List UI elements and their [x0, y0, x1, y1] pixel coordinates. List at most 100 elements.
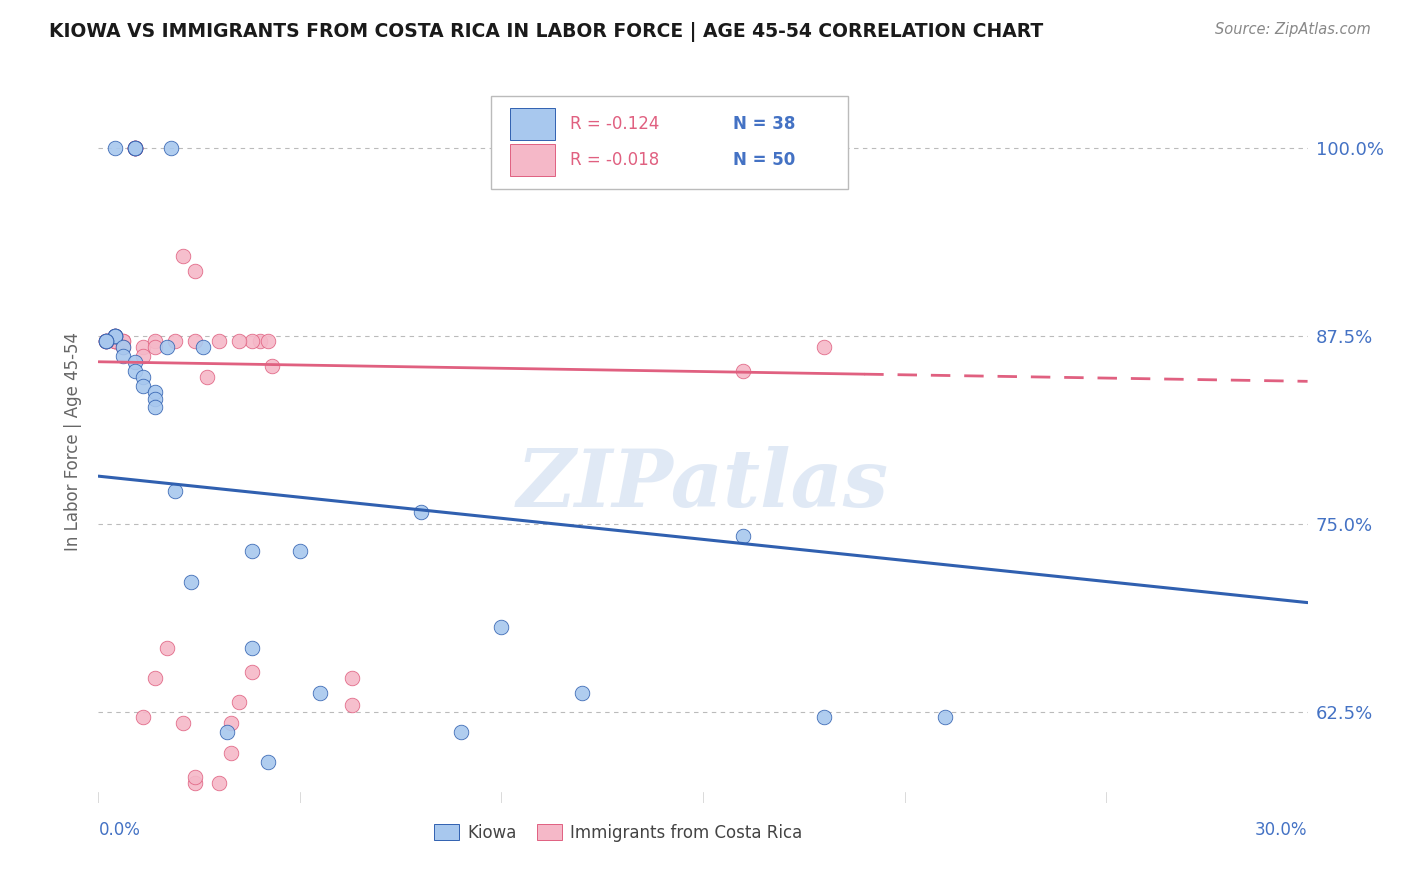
- Point: [124, 141, 146, 155]
- Point: [240, 665, 263, 679]
- Point: [143, 334, 166, 348]
- Point: [342, 671, 364, 685]
- Text: ZIPatlas: ZIPatlas: [517, 446, 889, 524]
- Point: [180, 574, 202, 589]
- Point: [491, 620, 513, 634]
- Point: [143, 392, 166, 407]
- Point: [111, 334, 134, 348]
- Text: N = 38: N = 38: [734, 115, 796, 133]
- Point: [409, 505, 432, 519]
- Point: [103, 334, 125, 348]
- Point: [184, 770, 207, 784]
- Point: [571, 686, 593, 700]
- Point: [342, 698, 364, 712]
- Point: [132, 369, 155, 384]
- Point: [103, 329, 125, 343]
- Point: [96, 334, 118, 348]
- Point: [124, 141, 146, 155]
- Point: [221, 716, 243, 731]
- Point: [256, 755, 278, 769]
- Text: 30.0%: 30.0%: [1256, 821, 1308, 838]
- Point: [240, 544, 263, 558]
- Point: [132, 710, 155, 724]
- Point: [103, 329, 125, 343]
- Text: Source: ZipAtlas.com: Source: ZipAtlas.com: [1215, 22, 1371, 37]
- Point: [124, 141, 146, 155]
- Point: [208, 776, 231, 790]
- Point: [103, 334, 125, 348]
- Point: [96, 334, 118, 348]
- Point: [228, 334, 250, 348]
- Point: [184, 776, 207, 790]
- Point: [103, 329, 125, 343]
- Point: [96, 334, 118, 348]
- Point: [813, 710, 835, 724]
- Point: [309, 686, 332, 700]
- Point: [103, 329, 125, 343]
- Point: [184, 264, 207, 278]
- Text: N = 50: N = 50: [734, 151, 796, 169]
- FancyBboxPatch shape: [492, 96, 848, 189]
- Point: [124, 355, 146, 369]
- Point: [813, 340, 835, 354]
- Point: [184, 334, 207, 348]
- Point: [733, 529, 755, 543]
- Point: [240, 640, 263, 655]
- Point: [124, 364, 146, 378]
- Point: [160, 141, 183, 155]
- Point: [124, 141, 146, 155]
- Point: [132, 349, 155, 363]
- Point: [172, 716, 194, 731]
- Point: [208, 334, 231, 348]
- Point: [249, 334, 271, 348]
- Point: [156, 340, 179, 354]
- Point: [256, 334, 278, 348]
- Point: [260, 359, 283, 374]
- Point: [124, 141, 146, 155]
- Point: [934, 710, 956, 724]
- Text: 0.0%: 0.0%: [98, 821, 141, 838]
- Point: [111, 340, 134, 354]
- Y-axis label: In Labor Force | Age 45-54: In Labor Force | Age 45-54: [65, 332, 83, 551]
- Point: [288, 544, 311, 558]
- Point: [172, 249, 194, 263]
- Point: [103, 329, 125, 343]
- Point: [103, 329, 125, 343]
- Point: [96, 334, 118, 348]
- Text: R = -0.018: R = -0.018: [569, 151, 659, 169]
- Point: [450, 725, 472, 739]
- Point: [143, 671, 166, 685]
- Point: [124, 141, 146, 155]
- Point: [103, 329, 125, 343]
- Point: [111, 340, 134, 354]
- Point: [96, 334, 118, 348]
- Point: [143, 400, 166, 414]
- Point: [217, 725, 239, 739]
- Point: [193, 340, 215, 354]
- Point: [103, 334, 125, 348]
- Point: [96, 334, 118, 348]
- Point: [96, 334, 118, 348]
- Text: R = -0.124: R = -0.124: [569, 115, 659, 133]
- Point: [733, 364, 755, 378]
- Point: [163, 334, 186, 348]
- Point: [195, 369, 218, 384]
- Point: [221, 746, 243, 760]
- Point: [111, 334, 134, 348]
- Point: [240, 334, 263, 348]
- Point: [132, 379, 155, 393]
- Legend: Kiowa, Immigrants from Costa Rica: Kiowa, Immigrants from Costa Rica: [427, 817, 810, 848]
- Point: [103, 334, 125, 348]
- Point: [143, 384, 166, 399]
- Point: [103, 334, 125, 348]
- Point: [163, 484, 186, 499]
- Text: KIOWA VS IMMIGRANTS FROM COSTA RICA IN LABOR FORCE | AGE 45-54 CORRELATION CHART: KIOWA VS IMMIGRANTS FROM COSTA RICA IN L…: [49, 22, 1043, 42]
- Point: [124, 141, 146, 155]
- Point: [132, 340, 155, 354]
- Bar: [509, 108, 555, 139]
- Bar: [509, 144, 555, 176]
- Point: [124, 141, 146, 155]
- Point: [143, 340, 166, 354]
- Point: [111, 349, 134, 363]
- Point: [228, 695, 250, 709]
